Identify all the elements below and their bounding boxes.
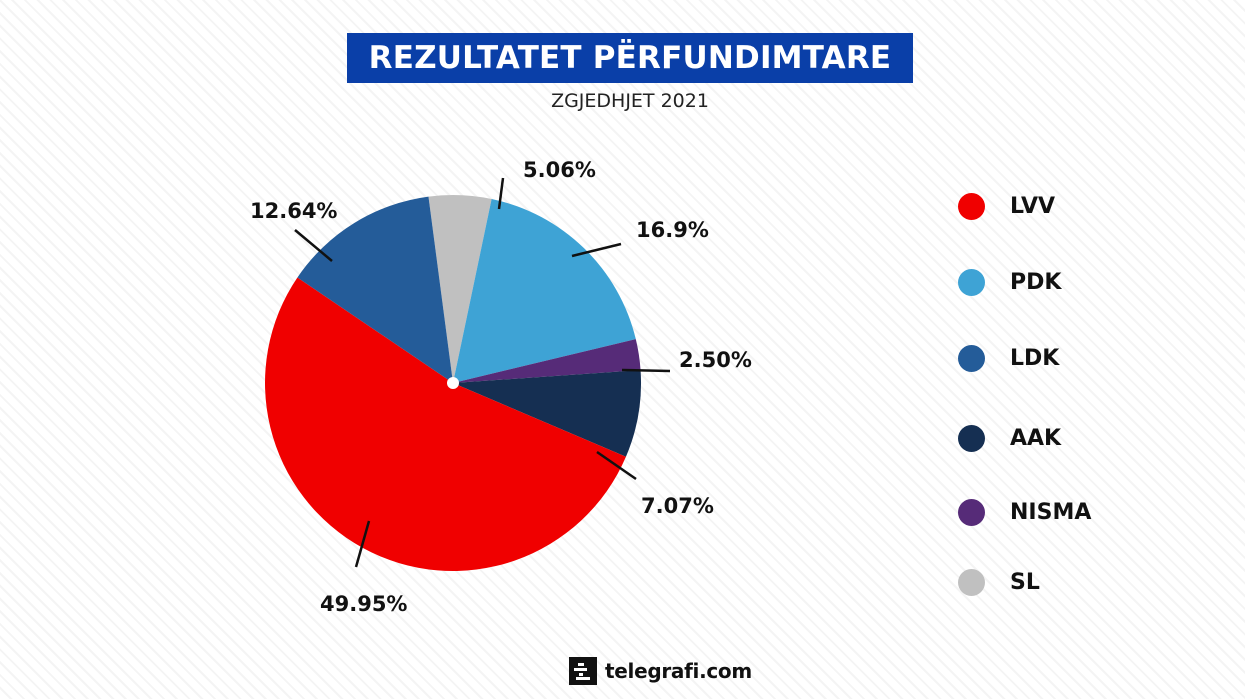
legend-swatch-icon: [958, 192, 985, 220]
pie-slice-ldk: [297, 196, 453, 383]
legend-swatch-icon: [958, 498, 985, 526]
legend-item-nisma: NISMA: [958, 494, 1091, 530]
legend-label: SL: [1010, 569, 1040, 595]
legend-item-sl: SL: [958, 564, 1040, 600]
leader-line-pdk: [571, 242, 622, 258]
label-sl: 5.06%: [523, 158, 596, 182]
pie-slice-pdk: [453, 199, 636, 383]
legend-label: NISMA: [1010, 499, 1092, 525]
pie-slices: [265, 195, 642, 571]
legend-item-pdk: PDK: [958, 264, 1061, 300]
telegrafi-logo-icon: [569, 657, 597, 685]
label-lvv: 49.95%: [320, 592, 407, 616]
leader-line-sl: [497, 177, 505, 210]
leader-line-nisma: [621, 368, 671, 373]
legend-label: AAK: [1010, 425, 1062, 451]
legend-label: LDK: [1010, 345, 1060, 371]
pie-center-dot: [447, 377, 459, 389]
legend-label: LVV: [1010, 193, 1056, 219]
label-pdk: 16.9%: [636, 218, 709, 242]
pie-slice-lvv: [265, 277, 626, 571]
brand-text: telegrafi.com: [605, 659, 752, 683]
legend-swatch-icon: [958, 344, 985, 372]
brand-footer: telegrafi.com: [569, 657, 752, 685]
leader-line-lvv: [354, 520, 371, 568]
leader-line-aak: [596, 450, 637, 481]
label-nisma: 2.50%: [679, 348, 752, 372]
label-aak: 7.07%: [641, 494, 714, 518]
label-ldk: 12.64%: [250, 199, 337, 223]
legend-swatch-icon: [958, 424, 985, 452]
chart-subtitle: ZGJEDHJET 2021: [551, 90, 709, 112]
legend-item-lvv: LVV: [958, 188, 1055, 224]
legend-item-aak: AAK: [958, 420, 1061, 456]
pie-slice-sl: [428, 195, 492, 383]
legend-swatch-icon: [958, 568, 985, 596]
pie-slice-nisma: [453, 339, 641, 383]
legend-item-ldk: LDK: [958, 340, 1059, 376]
pie-slice-aak: [453, 370, 642, 457]
leader-line-ldk: [294, 229, 333, 262]
legend-label: PDK: [1010, 269, 1062, 295]
leader-lines: [294, 177, 671, 568]
chart-title-text: REZULTATET PËRFUNDIMTARE: [368, 40, 892, 76]
chart-title: REZULTATET PËRFUNDIMTARE: [347, 33, 913, 83]
legend-swatch-icon: [958, 268, 985, 296]
